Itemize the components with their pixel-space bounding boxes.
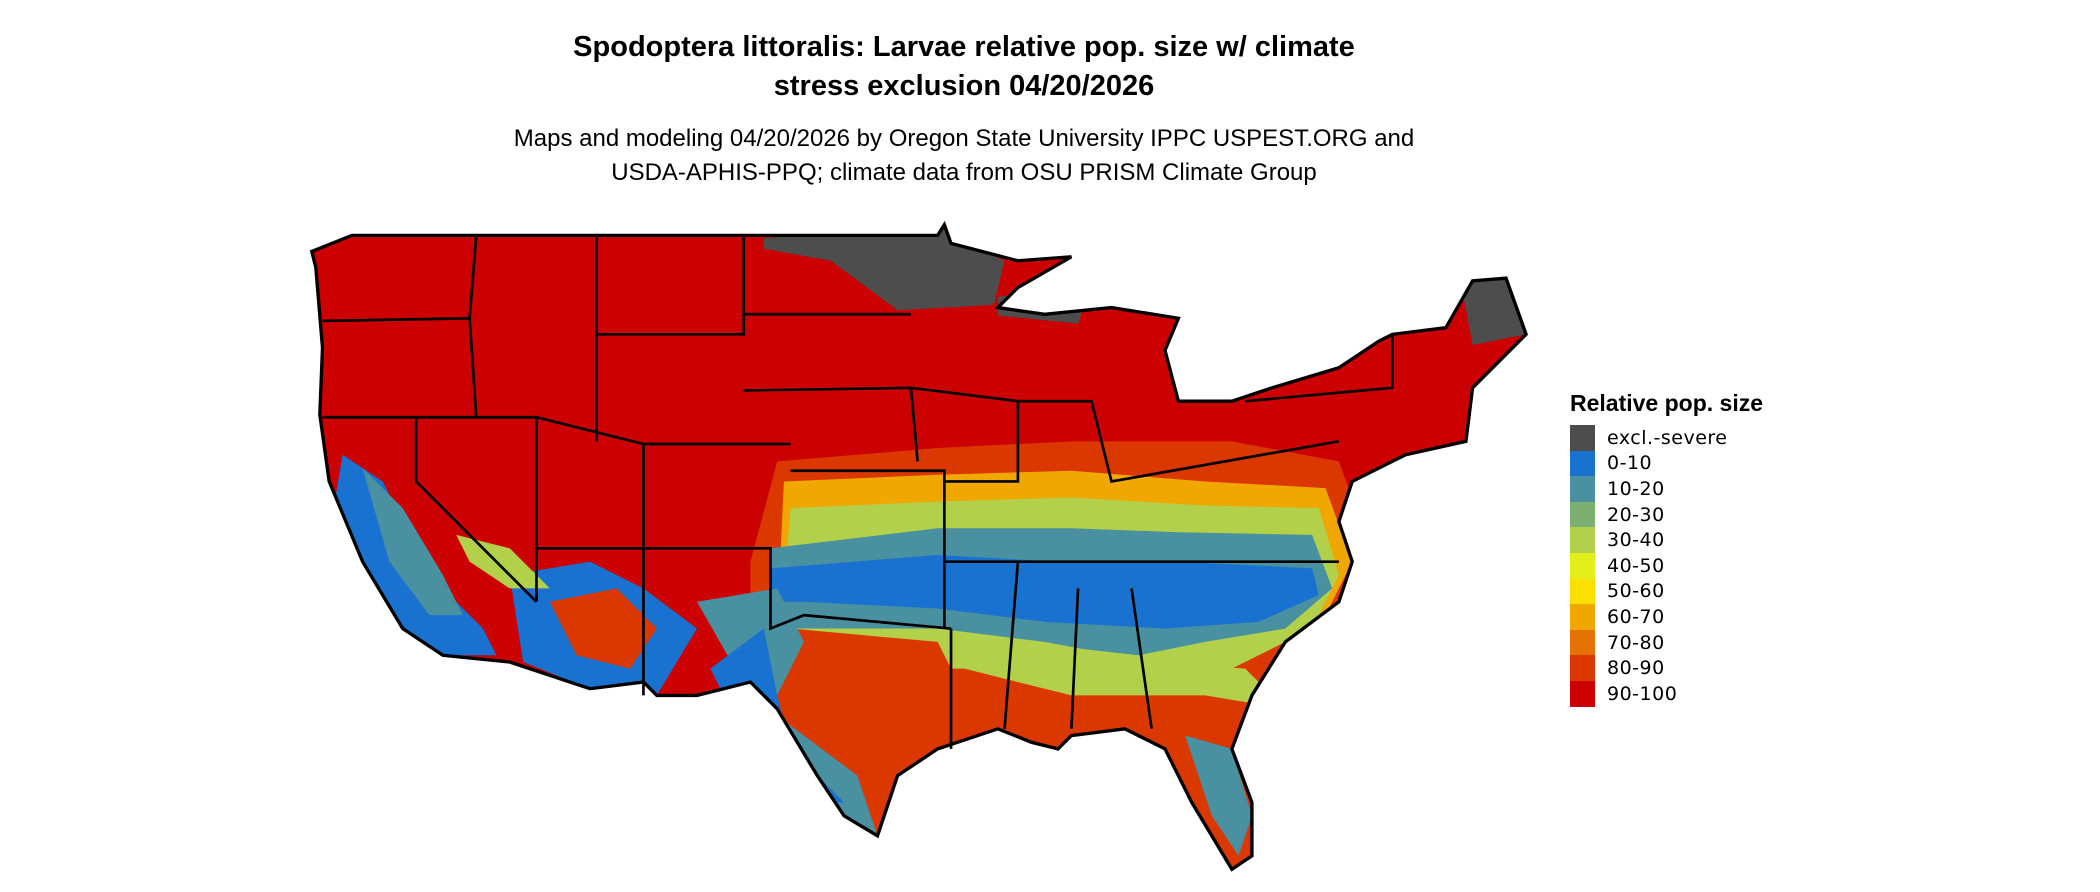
zone-excluded-minnesota [763,227,1005,311]
legend-swatch [1570,604,1595,630]
legend-label: excl.-severe [1607,426,1728,449]
zone-30-40-nevada [456,534,550,589]
legend-label: 70-80 [1607,631,1665,654]
legend-swatch [1570,655,1595,681]
legend-label: 0-10 [1607,452,1653,475]
map-subtitle-line-2: USDA-APHIS-PPQ; climate data from OSU PR… [611,159,1317,186]
legend-label: 60-70 [1607,605,1665,628]
zone-10-20-florida [1185,735,1252,856]
legend-swatch [1570,578,1595,605]
legend: Relative pop. size excl.-severe 0-10 10-20… [1570,390,1763,707]
legend-item: 10-20 [1570,476,1763,502]
legend-title: Relative pop. size [1570,390,1764,416]
legend-item: 40-50 [1570,552,1763,579]
legend-swatch [1570,425,1595,451]
legend-swatch [1570,501,1595,528]
legend-swatch [1570,552,1595,579]
zone-10-20-california [362,468,463,616]
legend-item: 50-60 [1570,578,1763,605]
legend-item: 80-90 [1570,655,1763,681]
zone-80-90-texas [777,628,965,749]
map-subtitle-line-1: Maps and modeling 04/20/2026 by Oregon S… [513,125,1415,152]
zone-0-10 [770,554,1319,629]
legend-label: 40-50 [1607,554,1665,577]
legend-label: 30-40 [1607,529,1665,552]
map-title-line-2: stress exclusion 04/20/2026 [773,70,1155,102]
legend-item: 90-100 [1570,680,1763,707]
legend-label: 10-20 [1607,477,1665,500]
legend-item: 60-70 [1570,604,1763,630]
legend-swatch [1570,476,1595,502]
zone-80-90-arizona [549,588,657,669]
map-title-line-1: Spodoptera littoralis: Larvae relative p… [573,31,1355,63]
legend-label: 80-90 [1607,657,1665,680]
zone-30-40-southeast [937,628,1286,709]
state-boundaries [322,235,1394,749]
legend-swatch [1570,629,1595,656]
legend-swatch [1570,527,1595,553]
legend-swatch [1570,450,1595,477]
legend-item: 0-10 [1570,450,1763,477]
legend-label: 20-30 [1607,503,1665,526]
legend-label: 50-60 [1607,580,1665,603]
legend-item: 30-40 [1570,527,1763,553]
legend-item: excl.-severe [1570,425,1763,451]
legend-swatch [1570,680,1595,707]
legend-item: 70-80 [1570,629,1763,656]
legend-label: 90-100 [1607,682,1678,705]
legend-item: 20-30 [1570,501,1763,528]
